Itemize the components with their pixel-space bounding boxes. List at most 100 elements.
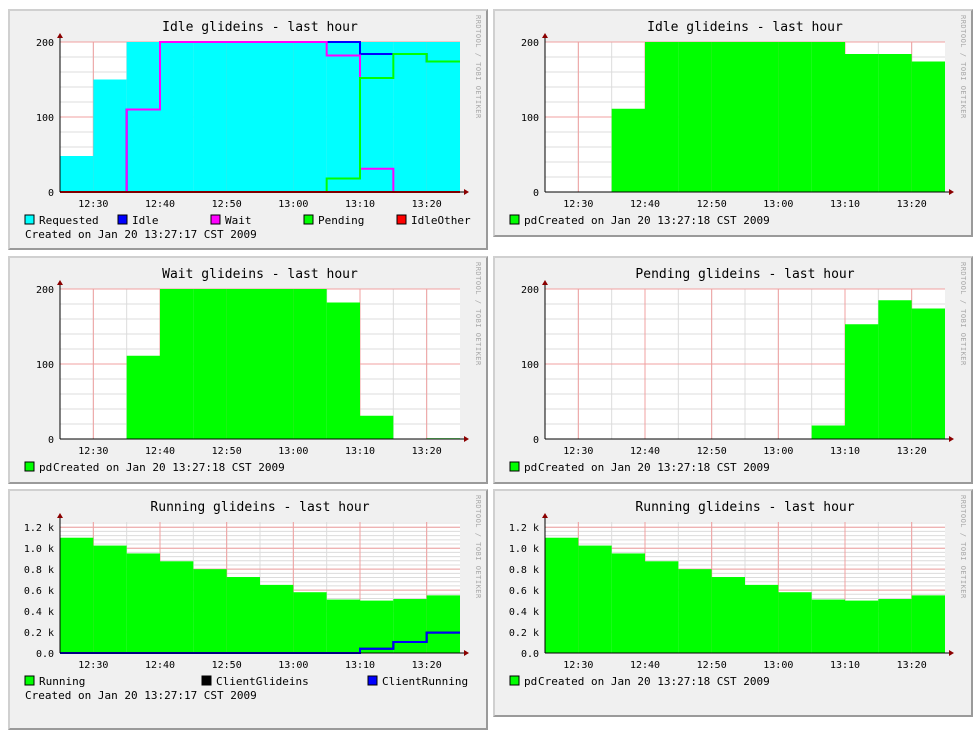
legend-swatch	[117, 214, 128, 225]
x-axis-arrow	[464, 189, 469, 195]
bar	[193, 569, 227, 653]
chart-svg: 12:30 12:40 12:50 13:00 13:10 13:20 0 100 200 Idl…	[509, 15, 967, 227]
bar	[911, 61, 945, 192]
bar	[545, 537, 579, 653]
legend-label: Wait	[225, 214, 252, 227]
watermark: RRDTOOL / TOBI OETIKER	[474, 495, 482, 599]
y-axis-arrow	[542, 513, 548, 518]
chart-panel-running-all: 12:30 12:40 12:50 13:00 13:10 13:20 0.0 0.2 k 0.…	[8, 489, 488, 730]
bar	[326, 302, 360, 439]
y-tick-label: 0.2 k	[24, 628, 54, 639]
y-axis-arrow	[57, 280, 63, 285]
bar	[226, 42, 260, 192]
x-tick-label: 12:40	[630, 660, 660, 671]
y-tick-label: 1.0 k	[509, 544, 539, 555]
bar	[645, 561, 679, 653]
bar	[226, 289, 260, 439]
y-tick-label: 200	[36, 285, 54, 296]
bar	[426, 42, 460, 192]
x-tick-label: 12:30	[563, 446, 593, 457]
x-tick-label: 12:40	[145, 199, 175, 210]
bar	[160, 289, 194, 439]
x-tick-label: 13:10	[830, 446, 860, 457]
x-tick-label: 13:10	[345, 199, 375, 210]
bar	[678, 42, 712, 192]
bar	[426, 595, 460, 653]
legend-swatch	[201, 675, 212, 686]
bar	[611, 108, 645, 192]
bar	[126, 553, 160, 653]
watermark: RRDTOOL / TOBI OETIKER	[959, 15, 967, 119]
legend-swatch	[210, 214, 221, 225]
x-tick-label: 13:10	[830, 199, 860, 210]
bar	[260, 584, 294, 653]
chart-title: Pending glideins - last hour	[635, 267, 854, 282]
x-tick-label: 12:40	[145, 446, 175, 457]
legend-label: pd	[524, 461, 537, 474]
chart-panel-wait: 12:30 12:40 12:50 13:00 13:10 13:20 0 100 200 Wai…	[8, 256, 488, 484]
bar	[878, 54, 912, 192]
x-tick-label: 13:00	[763, 446, 793, 457]
x-tick-label: 12:30	[563, 660, 593, 671]
bar	[226, 577, 260, 653]
x-tick-label: 12:50	[697, 199, 727, 210]
bar	[326, 599, 360, 653]
x-tick-label: 12:50	[212, 446, 242, 457]
bar	[360, 600, 394, 653]
y-tick-label: 0.8 k	[509, 565, 539, 576]
bar	[811, 42, 845, 192]
bar	[745, 42, 779, 192]
bar	[611, 553, 645, 653]
x-tick-label: 13:20	[412, 660, 442, 671]
y-tick-label: 0	[533, 435, 539, 446]
x-tick-label: 12:50	[212, 660, 242, 671]
footer-timestamp: Created on Jan 20 13:27:17 CST 2009	[25, 228, 257, 241]
bar	[126, 42, 160, 192]
x-tick-label: 13:20	[897, 660, 927, 671]
legend-label: ClientGlideins	[216, 675, 309, 688]
x-axis-arrow	[949, 650, 954, 656]
x-tick-label: 13:10	[830, 660, 860, 671]
bar	[778, 42, 812, 192]
y-tick-label: 100	[36, 360, 54, 371]
watermark: RRDTOOL / TOBI OETIKER	[474, 262, 482, 366]
legend-swatch	[509, 461, 520, 472]
x-tick-label: 13:20	[897, 199, 927, 210]
legend-swatch	[396, 214, 407, 225]
y-tick-label: 100	[36, 113, 54, 124]
legend-swatch	[24, 214, 35, 225]
bar	[878, 300, 912, 439]
bar	[293, 592, 327, 653]
x-tick-label: 12:30	[78, 660, 108, 671]
x-axis-arrow	[464, 436, 469, 442]
bar	[745, 584, 779, 653]
bar	[578, 545, 612, 653]
chart-svg: 12:30 12:40 12:50 13:00 13:10 13:20 0.0 0.2 k 0.…	[509, 495, 967, 688]
y-tick-label: 0.6 k	[509, 586, 539, 597]
footer-timestamp: Created on Jan 20 13:27:18 CST 2009	[538, 675, 770, 688]
x-tick-label: 13:00	[763, 199, 793, 210]
bar	[845, 324, 879, 439]
chart-svg: 12:30 12:40 12:50 13:00 13:10 13:20 0 100 200 Idl…	[24, 15, 482, 241]
legend-label: pd	[524, 675, 537, 688]
legend-label: Running	[39, 675, 85, 688]
bar	[260, 42, 294, 192]
x-tick-label: 12:40	[630, 446, 660, 457]
watermark: RRDTOOL / TOBI OETIKER	[959, 262, 967, 366]
x-tick-label: 12:50	[697, 446, 727, 457]
x-tick-label: 13:10	[345, 660, 375, 671]
legend-label: Requested	[39, 214, 99, 227]
y-tick-label: 0.0	[521, 649, 539, 660]
x-tick-label: 12:30	[563, 199, 593, 210]
y-tick-label: 0.0	[36, 649, 54, 660]
bar	[93, 79, 127, 192]
x-tick-label: 12:40	[145, 660, 175, 671]
bar	[811, 599, 845, 653]
chart-svg: 12:30 12:40 12:50 13:00 13:10 13:20 0.0 0.2 k 0.…	[24, 495, 482, 702]
bar	[393, 42, 427, 192]
y-axis-arrow	[542, 33, 548, 38]
legend-swatch	[509, 214, 520, 225]
legend-label: Pending	[318, 214, 364, 227]
chart-title: Running glideins - last hour	[150, 500, 369, 515]
bar	[293, 42, 327, 192]
